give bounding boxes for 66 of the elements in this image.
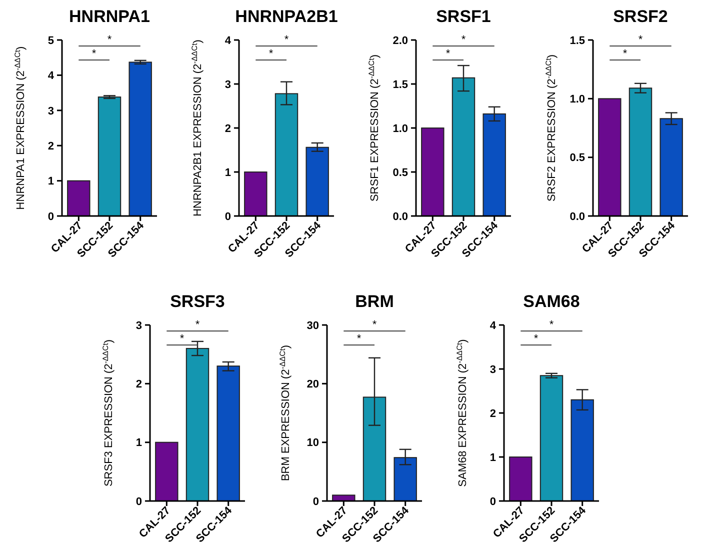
bar [421,128,444,216]
y-tick-label: 2 [224,122,231,135]
y-tick-label: 4 [48,70,55,82]
annotation: * [549,319,554,331]
y-tick-label: 3 [490,364,496,376]
chart-title: HNRNPA2B1 [235,7,338,26]
bar [67,180,90,216]
bar [155,442,178,502]
y-tick-label: 4 [224,34,232,47]
annotation: * [356,333,362,345]
y-tick-label: 0 [136,496,142,508]
bar [509,456,532,502]
y-tick-label: 1 [490,452,496,464]
y-tick-label: 20 [306,378,319,391]
y-tick-label: 0.5 [392,166,408,179]
y-tick-label: 5 [48,34,54,47]
y-tick-label: 3 [136,320,142,332]
annotation: * [195,319,200,331]
y-tick-label: 4 [490,320,497,332]
annotation: * [446,48,451,60]
chart-title: HNRNPA1 [69,7,150,26]
y-tick-label: 10 [306,437,319,450]
bar [306,146,329,216]
chart-title: SAM68 [523,292,580,311]
y-tick-label: 1.5 [570,34,585,47]
chart-title: SRSF2 [613,7,668,26]
y-tick-label: 2.0 [392,34,408,47]
y-tick-label: 1 [48,176,54,188]
bar [244,172,268,216]
annotation: * [268,48,274,60]
y-tick-label: 0.0 [570,210,585,223]
y-tick-label: 0.5 [570,152,585,164]
y-tick-label: 0 [224,210,231,223]
y-tick-label: 1.5 [392,78,408,91]
y-tick-label: 2 [490,408,496,420]
annotation: * [180,333,185,345]
y-tick-label: 1 [136,437,142,450]
annotation: * [534,333,539,345]
y-tick-label: 1.0 [392,122,408,135]
bar [216,366,240,502]
y-tick-label: 3 [224,78,231,91]
y-tick-label: 1.0 [570,94,585,106]
y-tick-label: 2 [48,140,54,152]
annotation: * [107,34,112,46]
annotation: * [461,34,466,46]
y-tick-label: 2 [136,378,142,391]
annotation: * [284,34,290,46]
y-tick-label: 1 [224,166,231,179]
bar [598,98,622,216]
bar [628,88,652,216]
y-tick-label: 0 [490,496,496,508]
annotation: * [92,48,97,60]
chart-title: SRSF3 [170,292,225,311]
chart-title: BRM [355,292,394,311]
annotation: * [372,319,378,331]
annotation: * [622,48,628,60]
bar [98,96,122,216]
y-tick-label: 0 [48,210,54,223]
bar [128,62,152,216]
y-tick-label: 0 [312,496,319,508]
y-tick-label: 30 [306,320,319,332]
y-tick-label: 3 [48,105,54,118]
bar [540,375,564,502]
chart-title: SRSF1 [436,7,491,26]
y-tick-label: 0.0 [392,210,408,223]
annotation: * [638,34,644,46]
